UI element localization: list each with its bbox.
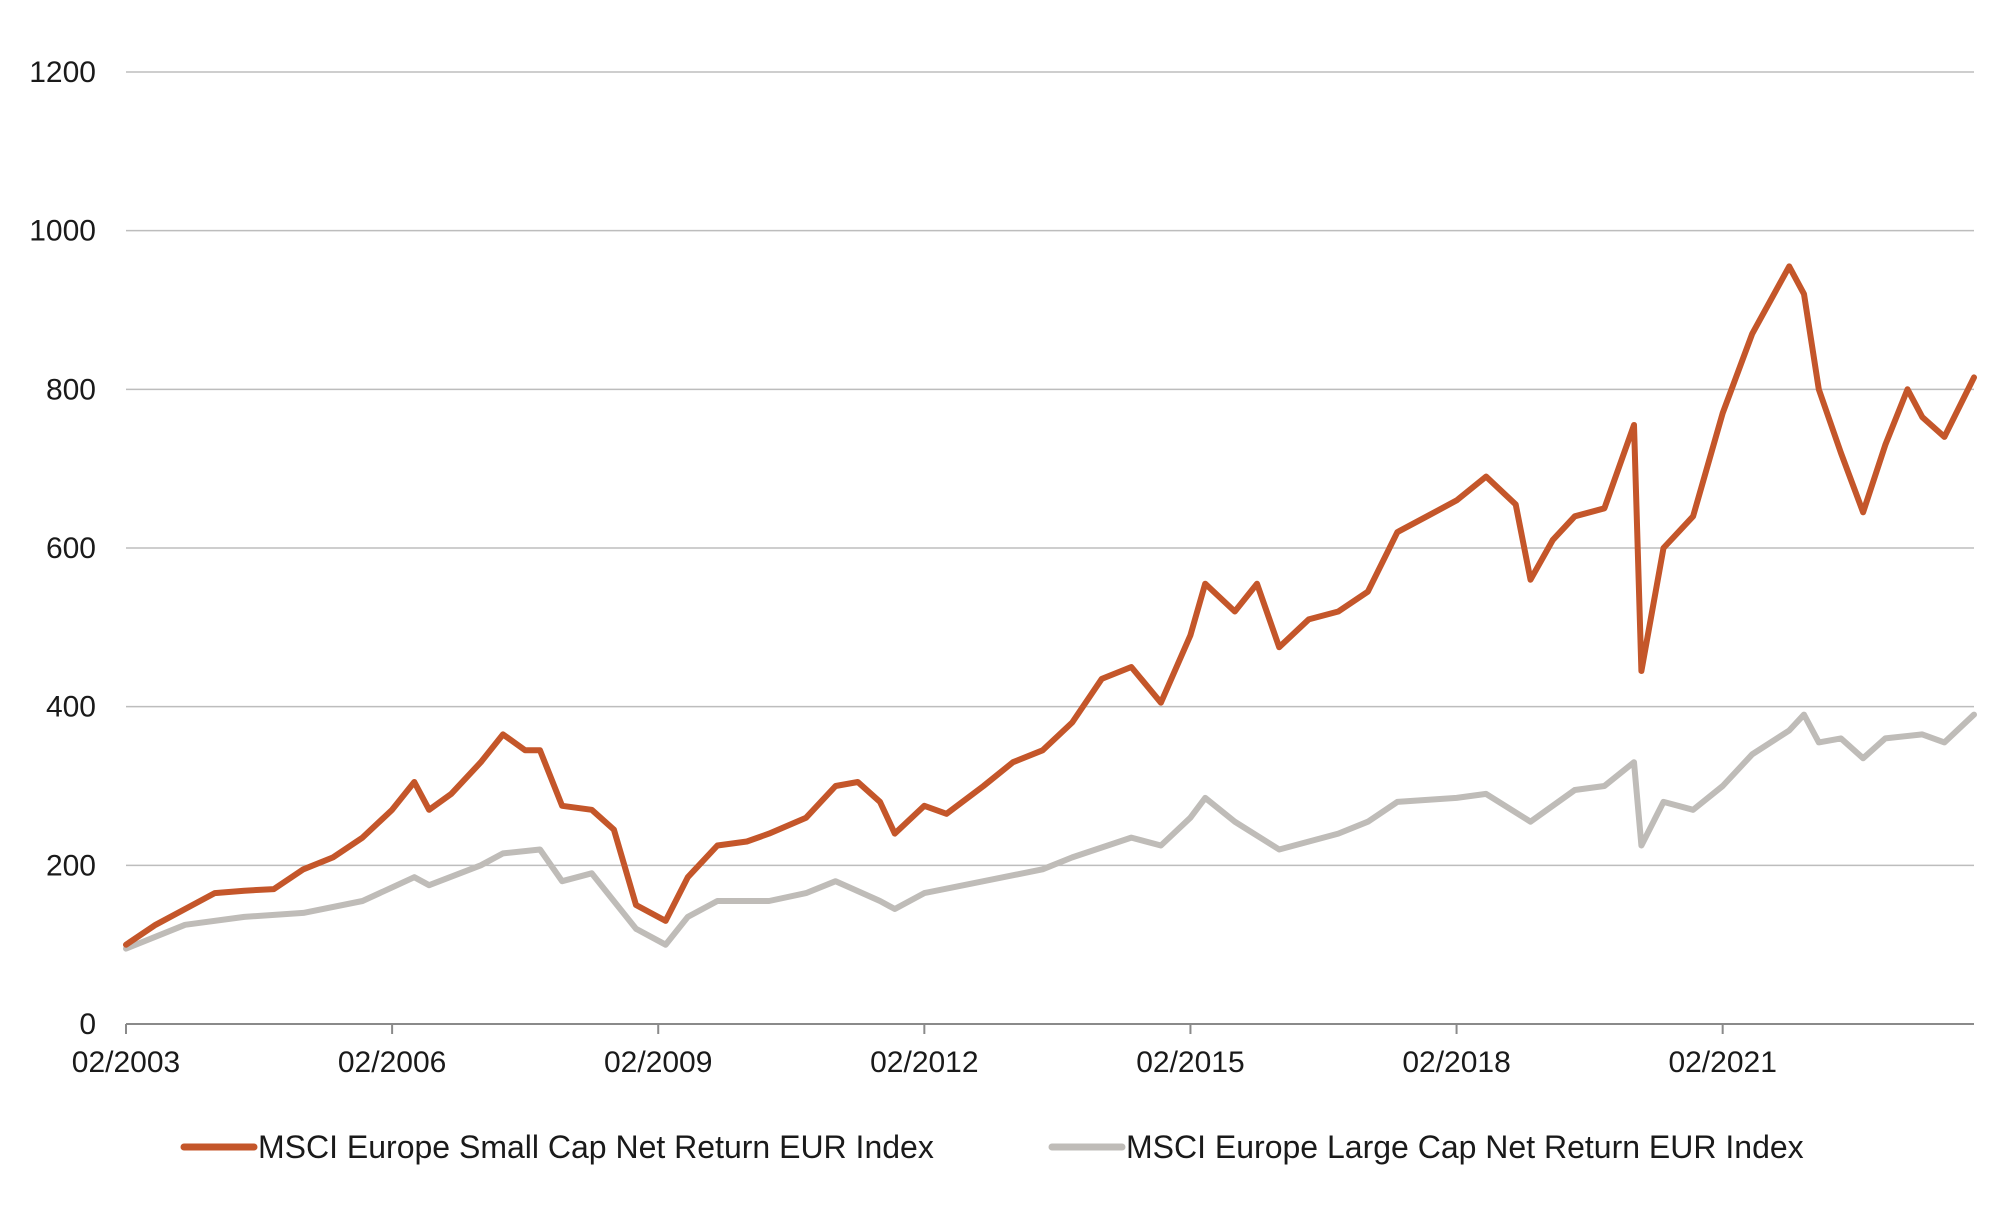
legend: MSCI Europe Small Cap Net Return EUR Ind… xyxy=(180,1129,1804,1165)
legend-label: MSCI Europe Small Cap Net Return EUR Ind… xyxy=(258,1129,934,1165)
y-tick-label: 200 xyxy=(46,849,96,882)
y-tick-label: 600 xyxy=(46,532,96,565)
y-tick-label: 400 xyxy=(46,691,96,724)
x-axis-ticks: 02/2003 02/2006 02/2009 02/2012 02/2015 02/20… xyxy=(72,1024,1777,1079)
x-tick-label: 02/2015 xyxy=(1136,1046,1244,1079)
gridlines xyxy=(126,71,1974,867)
y-axis-ticks: 0 200 400 600 800 1000 1200 xyxy=(29,56,96,1041)
x-tick-label: 02/2012 xyxy=(870,1046,978,1079)
y-tick-label: 0 xyxy=(79,1008,96,1041)
series-lines xyxy=(123,263,1977,952)
legend-label: MSCI Europe Large Cap Net Return EUR Ind… xyxy=(1126,1129,1804,1165)
series-line-0 xyxy=(123,263,1977,948)
series-line-1 xyxy=(123,711,1977,952)
y-tick-label: 1000 xyxy=(29,215,96,248)
x-tick-label: 02/2003 xyxy=(72,1046,180,1079)
y-tick-label: 1200 xyxy=(29,56,96,89)
x-tick-label: 02/2009 xyxy=(604,1046,712,1079)
x-tick-label: 02/2018 xyxy=(1402,1046,1510,1079)
x-tick-label: 02/2021 xyxy=(1668,1046,1776,1079)
x-tick-label: 02/2006 xyxy=(338,1046,446,1079)
y-tick-label: 800 xyxy=(46,373,96,406)
